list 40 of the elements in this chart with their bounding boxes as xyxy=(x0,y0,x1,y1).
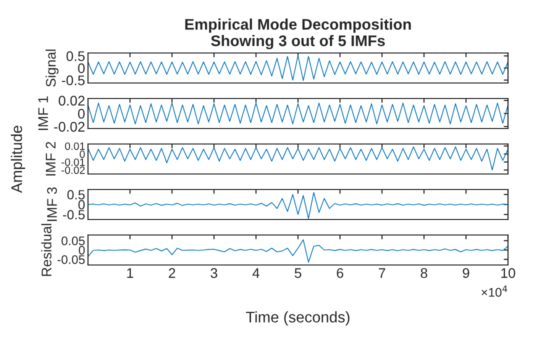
y-axis-title: IMF 1 xyxy=(38,96,48,130)
y-tick-label: 0 xyxy=(78,200,85,210)
y-axis-title: Signal xyxy=(46,50,59,87)
x-tick-label: 5 xyxy=(294,268,302,278)
line-series xyxy=(88,239,508,263)
y-tick-label: 0.5 xyxy=(66,51,85,62)
y-tick-label: 0.05 xyxy=(62,236,85,246)
y-tick-label: 0 xyxy=(78,63,85,74)
x-tick-label: 4 xyxy=(252,268,260,278)
line-series xyxy=(88,146,508,170)
y-tick-label: 0 xyxy=(78,108,85,119)
x-tick-label: 1 xyxy=(127,268,134,278)
x-tick-label: 9 xyxy=(462,268,470,278)
y-axis-title: IMF 3 xyxy=(47,187,57,221)
y-tick-label: -0.02 xyxy=(62,166,85,174)
y-tick-label: 0.02 xyxy=(58,96,85,106)
text: ×10$^{4}$ xyxy=(482,285,508,297)
x-tick-label: 7 xyxy=(378,268,386,278)
x-tick-label: 8 xyxy=(420,268,428,278)
chart-title: Empirical Mode Decomposition Showing 3 out of 5 IMFs xyxy=(185,18,411,50)
y-tick-label: -0.5 xyxy=(62,75,85,86)
y-axis-title: IMF 2 xyxy=(46,142,56,176)
y-tick-label: 0.01 xyxy=(65,142,85,150)
x-tick-label: 2 xyxy=(168,268,176,278)
y-tick-label: 0.5 xyxy=(67,190,85,200)
y-tick-label: 0 xyxy=(78,246,85,255)
y-tick-label: -0.01 xyxy=(62,158,85,166)
text: Amplitude xyxy=(10,126,26,193)
x-tick-label: 6 xyxy=(336,268,344,278)
y-tick-label: -0.05 xyxy=(58,255,85,264)
y-tick-label: -0.02 xyxy=(54,122,85,132)
y-axis-title: Residual xyxy=(41,224,52,276)
x-tick-label: 3 xyxy=(210,268,218,278)
x-axis-title: Time (seconds) xyxy=(246,311,350,326)
line-series xyxy=(88,192,508,219)
line-series xyxy=(88,55,508,81)
y-tick-label: 0 xyxy=(80,150,85,158)
line-series xyxy=(88,102,508,124)
x-tick-label: 10 xyxy=(501,268,516,278)
y-tick-label: -0.5 xyxy=(63,210,85,220)
